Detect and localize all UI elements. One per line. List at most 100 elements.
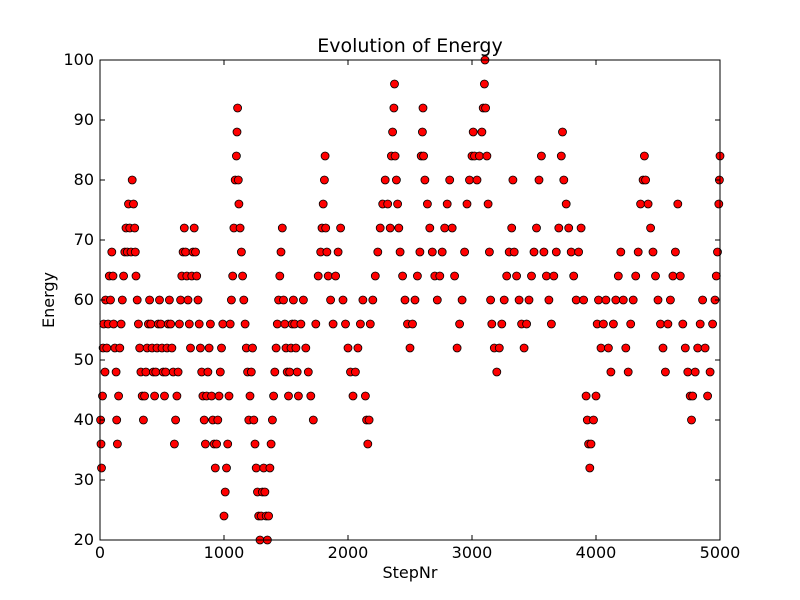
data-point [544,295,554,305]
data-point [179,223,189,233]
data-point [599,319,608,329]
data-point [338,295,348,305]
data-point [210,463,220,473]
data-point [218,319,228,329]
data-point [547,319,556,329]
data-point [250,439,260,449]
data-point [169,439,179,449]
data-point [214,391,224,401]
data-point [646,223,655,233]
data-point [507,223,517,233]
y-tick-label: 30 [74,470,94,489]
data-point [569,271,579,281]
data-point [487,319,497,329]
data-point [462,199,472,209]
data-point [410,295,420,305]
data-point [240,319,250,329]
data-point [333,247,343,257]
data-point [224,391,234,401]
data-point [474,151,484,161]
data-point [311,319,321,329]
data-point [102,343,112,353]
data-point [320,151,330,161]
data-point [643,199,653,209]
data-point [574,247,583,257]
data-point [450,271,460,281]
data-point [509,247,519,257]
data-point [626,319,636,329]
data-point [687,415,696,425]
data-point [135,343,145,353]
data-point [581,391,591,401]
data-point [193,295,203,305]
data-point [422,199,432,209]
data-point [484,247,494,257]
data-point [130,247,140,257]
data-point [353,343,363,353]
data-point [348,391,358,401]
data-point [111,367,121,377]
data-point [698,295,707,305]
data-point [678,319,688,329]
data-point [539,247,549,257]
data-point [146,319,156,329]
data-point [141,367,151,377]
data-point [336,223,346,233]
y-tick-label: 60 [74,290,94,309]
data-point [313,271,323,281]
data-point [420,175,430,185]
data-point [432,295,442,305]
data-point [368,295,378,305]
data-point [400,295,410,305]
data-point [683,367,693,377]
data-point [554,223,564,233]
data-point [606,367,616,377]
data-point [156,319,166,329]
data-point [640,151,649,161]
data-point [220,487,230,497]
data-point [303,367,313,377]
data-point [248,343,257,353]
data-point [271,343,281,353]
data-point [151,367,161,377]
data-point [280,319,290,329]
data-point [481,103,491,113]
data-point [427,247,437,257]
data-point [205,319,215,329]
data-point [408,319,417,329]
data-point [226,295,236,305]
data-point [96,439,106,449]
y-tick-label: 40 [74,410,94,429]
data-point [479,79,489,89]
data-point [213,415,223,425]
data-point [176,295,186,305]
data-point [395,247,405,257]
data-point [609,319,618,329]
data-point [437,247,447,257]
data-point [171,415,181,425]
data-point [468,127,478,137]
data-point [116,319,126,329]
data-point [222,463,231,473]
data-point [388,127,398,137]
data-point [385,223,395,233]
data-point [328,319,338,329]
data-point [150,391,160,401]
data-point [621,343,631,353]
data-point [524,295,534,305]
data-point [442,199,452,209]
data-point [223,439,233,449]
data-point [166,319,176,329]
x-tick-label: 4000 [576,543,617,562]
data-point [100,367,110,377]
data-point [375,223,385,233]
x-tick-label: 2000 [328,543,369,562]
data-point [195,343,205,353]
chart-title: Evolution of Energy [317,35,503,57]
data-point [653,295,663,305]
data-point [394,223,404,233]
data-point [559,175,569,185]
data-point [341,319,350,329]
data-point [472,175,482,185]
data-point [355,319,365,329]
